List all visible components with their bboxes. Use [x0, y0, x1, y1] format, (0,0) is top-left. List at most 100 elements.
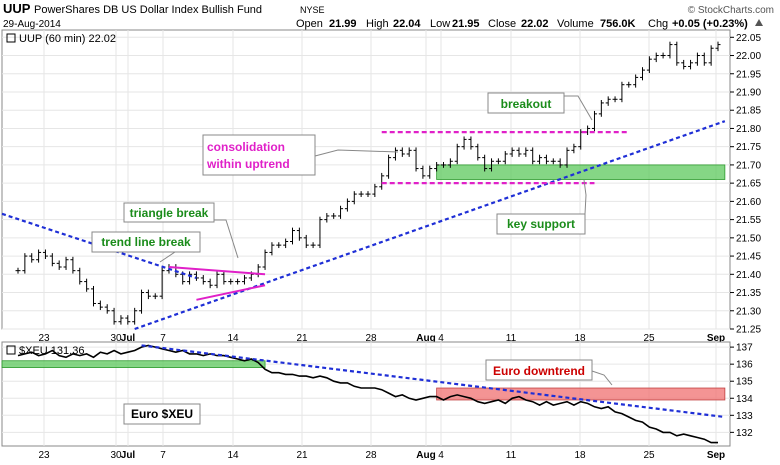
x-tick-label: 18	[574, 450, 586, 461]
x-tick-label: Sep	[707, 333, 725, 344]
price-bar	[427, 165, 433, 179]
y-tick-label: 21.70	[736, 160, 761, 171]
price-bar	[660, 52, 666, 59]
price-bar	[97, 300, 103, 311]
open-value: 21.99	[329, 18, 357, 30]
price-bar	[530, 147, 536, 165]
price-y-axis: 21.25 21.30 21.35 21.40 21.45 21.50 21.55 21.60…	[730, 33, 761, 336]
x-tick-label: 4	[438, 450, 444, 461]
price-bar	[42, 249, 48, 259]
price-bar	[399, 147, 405, 157]
price-bar	[482, 154, 488, 172]
security-name: PowerShares DB US Dollar Index Bullish F…	[34, 4, 262, 16]
price-bar	[111, 307, 117, 325]
price-bar	[571, 143, 577, 154]
chart-date: 29-Aug-2014	[3, 19, 61, 30]
exchange: NYSE	[300, 5, 325, 15]
euro-line	[17, 344, 718, 444]
price-bar	[667, 41, 673, 59]
price-bar	[310, 242, 316, 249]
annotation-key-support: key support	[496, 179, 587, 235]
euro-downtrend-label: Euro downtrend	[493, 364, 585, 378]
price-bar	[200, 275, 206, 285]
annotation-trend-line-break: trend line break	[91, 231, 201, 263]
price-bar	[612, 96, 618, 103]
price-x-axis: 23 30 Jul 7 14 21 28 Aug 4 11 18 25 Sep	[38, 333, 725, 344]
y-tick-label: 21.60	[736, 197, 761, 208]
price-legend-text: UUP (60 min) 22.02	[19, 33, 116, 45]
y-tick-label: 21.35	[736, 288, 761, 299]
price-bar	[674, 41, 680, 66]
y-tick-label: 21.90	[736, 87, 761, 98]
price-bar	[523, 147, 529, 157]
price-bar	[152, 293, 158, 300]
price-bar	[681, 59, 687, 70]
high-label: High	[366, 18, 389, 30]
x-tick-label: 11	[506, 333, 517, 344]
symbol: UUP	[3, 1, 31, 16]
price-bar	[276, 242, 282, 249]
y-tick-label: 136	[736, 360, 753, 371]
price-bar	[653, 52, 659, 63]
dropdown-arrow-icon[interactable]	[755, 19, 763, 26]
legend-ohlc-icon	[6, 33, 16, 43]
price-bar	[708, 45, 714, 66]
y-tick-label: 134	[736, 394, 753, 405]
y-tick-label: 21.95	[736, 69, 761, 80]
price-bar	[468, 136, 474, 150]
x-tick-label: 14	[227, 450, 239, 461]
euro-legend: $XEU 131.36	[6, 345, 84, 357]
volume-value: 756.0K	[600, 18, 636, 30]
price-bar	[344, 198, 350, 212]
x-tick-label: 25	[643, 333, 655, 344]
x-tick-label: 21	[296, 333, 308, 344]
price-bar	[351, 191, 357, 205]
y-tick-label: 21.85	[736, 106, 761, 117]
price-bar	[15, 267, 21, 274]
price-bar	[221, 271, 227, 285]
price-bar	[269, 242, 275, 256]
y-tick-label: 21.50	[736, 233, 761, 244]
price-bar	[193, 271, 199, 281]
price-bar	[84, 278, 90, 292]
price-bar	[537, 154, 543, 165]
price-bar	[516, 147, 522, 157]
price-legend: UUP (60 min) 22.02	[6, 33, 116, 45]
euro-series	[17, 344, 718, 444]
x-tick-label: 23	[38, 450, 50, 461]
trend-down	[1, 212, 197, 279]
price-bar	[619, 81, 625, 103]
price-bar	[406, 147, 412, 157]
price-bar	[502, 151, 508, 165]
price-bar	[49, 253, 55, 267]
price-bar	[605, 96, 611, 106]
price-bar	[90, 285, 96, 307]
price-bar	[104, 304, 110, 314]
annotation-breakout: breakout	[487, 92, 593, 121]
y-tick-label: 21.25	[736, 325, 761, 336]
euro-name-label: Euro $XEU	[131, 407, 193, 421]
price-bar	[365, 191, 371, 198]
price-bar	[77, 267, 83, 285]
price-bar	[413, 147, 419, 172]
annotation-euro-name: Euro $XEU	[123, 403, 201, 425]
price-bar	[132, 307, 138, 325]
euro-x-axis: 23 30 Jul 7 14 21 28 Aug 4 11 18 25 Sep	[38, 450, 725, 461]
euro-support-zone	[1, 360, 266, 368]
price-bar	[392, 147, 398, 161]
price-bar	[22, 253, 28, 274]
x-tick-label: Aug	[416, 333, 435, 344]
price-bar	[440, 161, 446, 168]
high-value: 22.04	[393, 18, 421, 30]
consolidation-label-2: within uptrend	[206, 157, 290, 171]
y-tick-label: 21.80	[736, 124, 761, 135]
chg-label: Chg	[648, 18, 668, 30]
price-bar	[118, 315, 124, 325]
price-bar	[564, 147, 570, 168]
price-bar	[386, 154, 392, 179]
price-bar	[187, 271, 193, 285]
price-bar	[372, 183, 378, 198]
price-bar	[290, 227, 296, 245]
price-bar	[296, 227, 302, 241]
price-bar	[701, 52, 707, 66]
